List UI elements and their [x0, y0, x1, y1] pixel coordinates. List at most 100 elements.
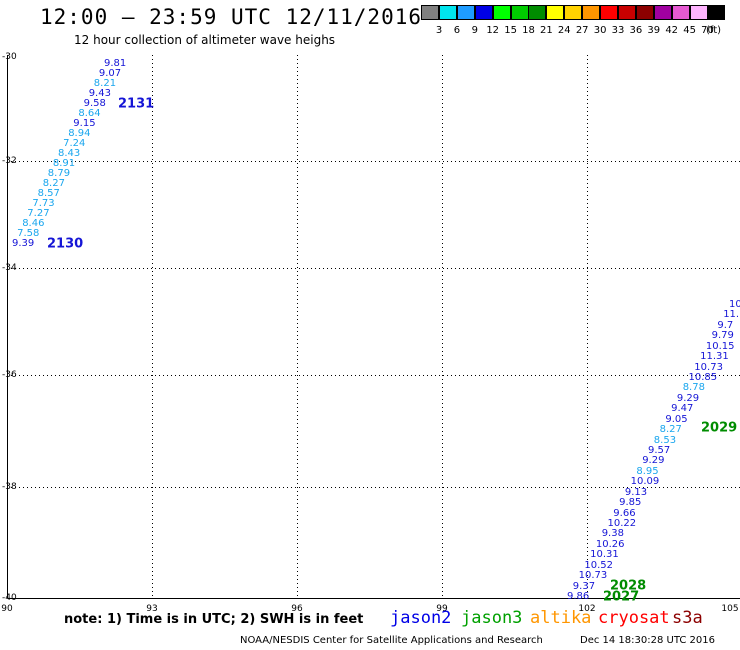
wave-height-value: 11.	[723, 309, 740, 321]
latitude-label: -32	[2, 156, 17, 166]
legend-swatch	[456, 5, 475, 20]
wave-height-value: 8.94	[68, 128, 91, 139]
satellite-cryosat: cryosat	[598, 608, 670, 628]
pass-label-2028: 2028	[610, 578, 647, 594]
legend-label: 45	[683, 25, 696, 36]
wave-height-value: 9.57	[648, 445, 671, 456]
wave-height-value: 8.91	[52, 158, 76, 169]
satellite-s3a: s3a	[672, 608, 703, 628]
map-title: 12:00 – 23:59 UTC 12/11/2016	[40, 5, 423, 29]
wave-height-value: 8.46	[22, 218, 45, 229]
latitude-label: -30	[2, 52, 17, 62]
wave-height-value: 9.81	[104, 58, 127, 69]
map-subtitle: 12 hour collection of altimeter wave hei…	[74, 33, 336, 47]
wave-height-value: 7.24	[63, 138, 86, 149]
wave-height-value: 9.7	[717, 319, 734, 331]
legend-swatch	[492, 5, 511, 20]
legend-swatch	[564, 5, 583, 20]
satellite-jason3: jason3	[461, 608, 523, 628]
longitude-label: 96	[291, 604, 303, 614]
wave-height-value: 8.27	[42, 178, 65, 189]
legend-swatch	[582, 5, 601, 20]
latitude-label: -38	[2, 482, 17, 492]
wave-height-value: 9.13	[624, 486, 648, 498]
wave-height-value: 9.29	[676, 392, 700, 404]
wave-height-value: 9.15	[73, 118, 96, 129]
legend-unit: (ft)	[706, 25, 722, 36]
longitude-label: 102	[578, 604, 596, 614]
legend-swatch	[617, 5, 636, 20]
wave-height-value: 10.31	[590, 549, 619, 561]
wave-height-value: 8.79	[47, 168, 71, 179]
wave-height-value: 10.26	[595, 538, 625, 550]
pass-label-2029: 2029	[701, 420, 738, 436]
wave-height-value: 10.52	[584, 559, 614, 571]
wave-height-value: 7.73	[32, 198, 55, 209]
wave-height-value: 8.78	[682, 382, 705, 394]
satellite-altika: altika	[530, 608, 592, 628]
footer-credit: NOAA/NESDIS Center for Satellite Applica…	[240, 635, 543, 646]
legend-label: 9	[471, 25, 478, 36]
legend-swatch	[707, 5, 726, 20]
wave-height-value: 10.15	[705, 340, 735, 352]
legend-swatch	[671, 5, 690, 20]
legend-label: 12	[486, 25, 500, 36]
legend-label: 15	[504, 25, 517, 36]
wave-height-value: 8.57	[37, 188, 60, 199]
wave-height-value: 9.05	[665, 413, 688, 425]
wave-height-value: 9.85	[619, 497, 642, 509]
wave-height-value: 9.39	[12, 238, 35, 249]
wave-height-value: 10.09	[630, 476, 660, 488]
footer-note: note: 1) Time is in UTC; 2) SWH is in fe…	[64, 612, 364, 627]
legend-swatch	[653, 5, 672, 20]
latitude-label: -34	[2, 263, 17, 273]
wave-height-value: 8.95	[636, 465, 659, 477]
legend-swatch	[635, 5, 654, 20]
wave-height-value: 9.79	[711, 330, 734, 342]
wave-height-value: 10.85	[688, 372, 718, 383]
wave-height-value: 7.58	[17, 228, 40, 239]
wave-height-value: 8.21	[93, 78, 117, 89]
legend-label: 39	[647, 25, 661, 36]
legend-label: 30	[593, 25, 607, 36]
wave-height-value: 9.37	[572, 580, 596, 592]
wave-height-value: 9.43	[88, 88, 111, 99]
legend-label: 3	[435, 25, 443, 36]
satellite-jason2: jason2	[390, 608, 452, 628]
longitude-label: 93	[146, 604, 158, 614]
pass-label-2131: 2131	[118, 96, 155, 112]
latitude-label: -40	[2, 593, 17, 603]
wave-height-value: 9.47	[671, 403, 694, 415]
wave-height-value: 10	[729, 299, 740, 310]
wave-height-value: 9.66	[613, 507, 636, 519]
longitude-label: 99	[436, 604, 448, 614]
latitude-label: -36	[2, 370, 17, 380]
wave-height-value: 7.27	[27, 208, 50, 219]
legend-label: 21	[540, 25, 553, 36]
longitude-label: 105	[721, 604, 739, 614]
legend-swatch	[438, 5, 457, 20]
legend-label: 36	[629, 25, 643, 36]
legend-swatch	[689, 5, 708, 20]
wave-height-value: 10.73	[694, 361, 723, 373]
wave-height-value: 9.86	[567, 591, 590, 602]
legend-label: 24	[557, 25, 571, 36]
wave-height-value: 9.07	[98, 68, 122, 79]
legend-label: 42	[665, 25, 679, 36]
wave-height-value: 10.22	[607, 518, 637, 529]
legend-swatch	[546, 5, 565, 20]
wave-height-value: 8.64	[78, 108, 101, 119]
legend-label: 6	[453, 25, 461, 36]
wave-height-value: 9.29	[642, 455, 665, 467]
legend-swatch	[528, 5, 547, 20]
legend-swatch	[421, 5, 439, 20]
pass-label-2130: 2130	[47, 236, 84, 252]
pass-label-2027: 2027	[603, 589, 640, 605]
legend-swatch	[474, 5, 493, 20]
wave-height-value: 11.31	[700, 351, 729, 363]
legend-label: 70	[701, 25, 714, 36]
legend-swatch	[600, 5, 618, 20]
wave-height-value: 9.38	[601, 528, 624, 540]
wave-height-value: 8.53	[653, 434, 677, 446]
legend-label: 18	[522, 25, 535, 36]
